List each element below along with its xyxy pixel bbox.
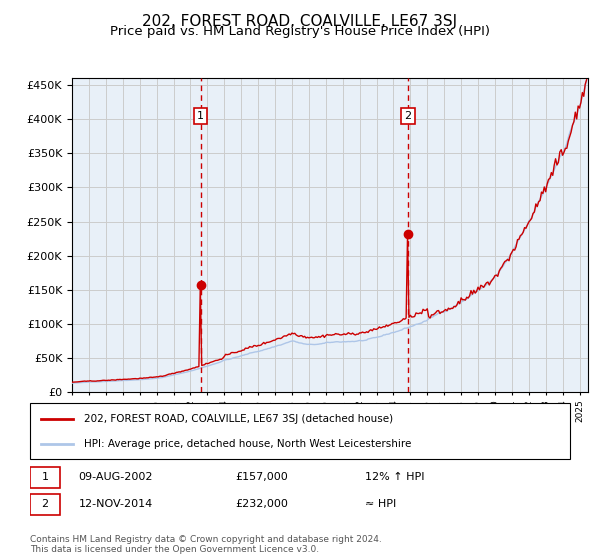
Text: 202, FOREST ROAD, COALVILLE, LE67 3SJ: 202, FOREST ROAD, COALVILLE, LE67 3SJ: [142, 14, 458, 29]
Bar: [200, 78, 408, 392]
FancyBboxPatch shape: [30, 403, 570, 459]
Text: 12-NOV-2014: 12-NOV-2014: [79, 499, 153, 509]
Text: 09-AUG-2002: 09-AUG-2002: [79, 472, 153, 482]
Text: 12% ↑ HPI: 12% ↑ HPI: [365, 472, 424, 482]
Text: Contains HM Land Registry data © Crown copyright and database right 2024.
This d: Contains HM Land Registry data © Crown c…: [30, 535, 382, 554]
Text: 2: 2: [404, 111, 412, 121]
Text: £157,000: £157,000: [235, 472, 288, 482]
FancyBboxPatch shape: [30, 467, 60, 488]
Text: 1: 1: [197, 111, 204, 121]
Text: ≈ HPI: ≈ HPI: [365, 499, 396, 509]
Text: £232,000: £232,000: [235, 499, 288, 509]
Text: 1: 1: [41, 472, 49, 482]
FancyBboxPatch shape: [30, 494, 60, 515]
Text: Price paid vs. HM Land Registry's House Price Index (HPI): Price paid vs. HM Land Registry's House …: [110, 25, 490, 38]
Text: 2: 2: [41, 499, 49, 509]
Text: 202, FOREST ROAD, COALVILLE, LE67 3SJ (detached house): 202, FOREST ROAD, COALVILLE, LE67 3SJ (d…: [84, 414, 393, 424]
Text: HPI: Average price, detached house, North West Leicestershire: HPI: Average price, detached house, Nort…: [84, 438, 412, 449]
